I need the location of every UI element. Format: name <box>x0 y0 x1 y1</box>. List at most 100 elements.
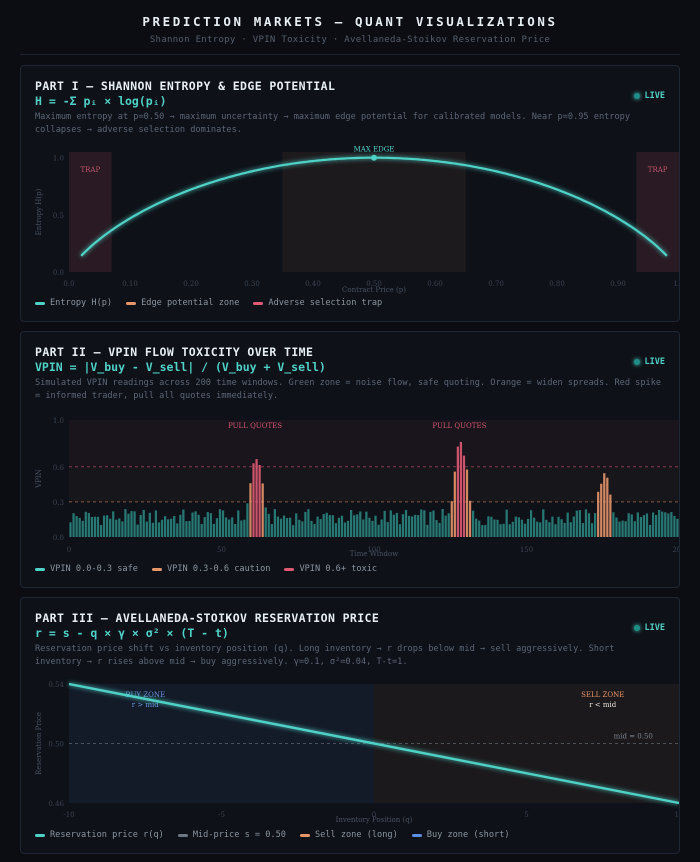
vpin-bar <box>124 509 127 537</box>
vpin-bar <box>371 520 374 537</box>
vpin-bar <box>173 516 176 537</box>
vpin-bar <box>154 510 158 537</box>
vpin-bar <box>658 510 661 537</box>
y-axis-label: Entropy H(p) <box>35 188 43 235</box>
vpin-bar <box>182 509 185 537</box>
vpin-bar <box>475 518 478 537</box>
vpin-bar <box>374 515 377 537</box>
vpin-bar <box>322 514 325 537</box>
x-axis-label: Contract Price (p) <box>342 286 406 294</box>
x-tick-label: 0.0 <box>63 280 74 288</box>
vpin-bar <box>499 524 502 537</box>
pull-quotes-label: PULL QUOTES <box>228 422 282 430</box>
y-tick-label: 0.3 <box>53 499 64 507</box>
vpin-bar <box>191 512 194 537</box>
x-tick-label: 50 <box>217 546 226 554</box>
vpin-bar <box>435 520 438 537</box>
vpin-bar <box>493 519 496 537</box>
vpin-bar <box>93 516 97 537</box>
panel-title: PART II — VPIN FLOW TOXICITY OVER TIME <box>35 345 314 359</box>
panel-formula: VPIN = |V_buy - V_sell| / (V_buy + V_sel… <box>35 360 326 374</box>
vpin-bar <box>655 515 658 537</box>
vpin-bar <box>667 513 670 537</box>
vpin-bar <box>529 510 533 537</box>
vpin-bar <box>270 524 273 537</box>
vpin-bar <box>215 518 219 537</box>
legend-item-reservation: Reservation price r(q) <box>35 830 164 840</box>
x-tick-label: -5 <box>218 811 225 819</box>
trap-zone <box>636 152 679 272</box>
vpin-bar <box>340 515 344 537</box>
vpin-bar <box>194 511 197 537</box>
vpin-bar <box>310 520 313 537</box>
vpin-bar <box>551 516 554 537</box>
vpin-bar <box>279 518 283 537</box>
mid-price-label: mid = 0.50 <box>614 733 653 741</box>
vpin-bar <box>545 519 548 537</box>
vpin-bar <box>99 525 103 537</box>
vpin-bar <box>209 513 212 537</box>
legend-item-entropy: Entropy H(p) <box>35 298 112 308</box>
vpin-bar <box>505 509 508 537</box>
vpin-bar <box>575 510 578 537</box>
vpin-bar <box>542 509 545 537</box>
vpin-bar <box>170 518 173 537</box>
vpin-bar <box>520 519 524 537</box>
panel-title: PART III — AVELLANEDA-STOIKOV RESERVATIO… <box>35 611 380 625</box>
vpin-bar <box>69 522 72 537</box>
vpin-bar <box>377 524 380 537</box>
vpin-bar <box>176 523 179 537</box>
vpin-bar <box>136 524 139 537</box>
vpin-bar <box>514 516 517 537</box>
vpin-bar <box>423 510 426 537</box>
vpin-bar <box>664 512 667 537</box>
vpin-bar <box>481 525 484 537</box>
vpin-bar <box>121 521 124 537</box>
vpin-bar <box>167 519 170 537</box>
vpin-bar <box>249 483 252 537</box>
vpin-bar <box>356 514 359 537</box>
vpin-bar <box>581 523 585 537</box>
vpin-bar <box>246 503 249 537</box>
vpin-bar <box>72 513 75 537</box>
vpin-bar <box>590 523 594 537</box>
vpin-bar <box>651 512 655 537</box>
entropy-chart: TRAP TRAP 0.0 0.5 1.0 0.0 0.10 0.20 0.30 0.40 0.50… <box>35 146 679 294</box>
caution-band <box>69 466 679 502</box>
vpin-bar <box>139 515 142 537</box>
vpin-bar <box>276 516 280 537</box>
vpin-bar <box>417 515 420 537</box>
vpin-bar <box>75 516 78 537</box>
vpin-bar <box>273 509 276 537</box>
y-tick-label: 0.54 <box>48 681 64 689</box>
legend-swatch <box>411 833 422 837</box>
vpin-bar <box>380 519 383 537</box>
x-tick-label: 0.20 <box>183 280 199 288</box>
vpin-bar <box>429 511 432 537</box>
vpin-bar <box>261 483 264 537</box>
vpin-bar <box>106 515 109 537</box>
vpin-bar <box>526 519 530 537</box>
vpin-bar <box>337 517 341 537</box>
vpin-bar <box>432 510 435 537</box>
vpin-bar <box>112 511 115 537</box>
vpin-bar <box>237 510 240 537</box>
page-header: PREDICTION MARKETS — QUANT VISUALIZATION… <box>20 0 680 55</box>
legend-item-trap: Adverse selection trap <box>253 298 382 308</box>
vpin-bar <box>536 521 539 537</box>
y-tick-label: 1.0 <box>53 417 64 425</box>
vpin-bar <box>334 523 337 537</box>
vpin-bar <box>179 514 182 537</box>
x-tick-label: -10 <box>63 811 74 819</box>
trap-zone-label: TRAP <box>80 166 100 174</box>
vpin-bar <box>142 510 145 537</box>
entropy-panel: PART I — SHANNON ENTROPY & EDGE POTENTIA… <box>20 65 680 322</box>
sell-zone-label: SELL ZONE <box>581 691 624 699</box>
vpin-bar <box>563 522 566 537</box>
y-tick-label: 0.5 <box>53 212 64 220</box>
panel-description: Reservation price shift vs inventory pos… <box>35 644 615 667</box>
reservation-panel: PART III — AVELLANEDA-STOIKOV RESERVATIO… <box>20 597 680 854</box>
buy-zone-label: BUY ZONE <box>125 691 165 699</box>
vpin-bar <box>285 518 289 537</box>
vpin-bar <box>414 514 417 537</box>
